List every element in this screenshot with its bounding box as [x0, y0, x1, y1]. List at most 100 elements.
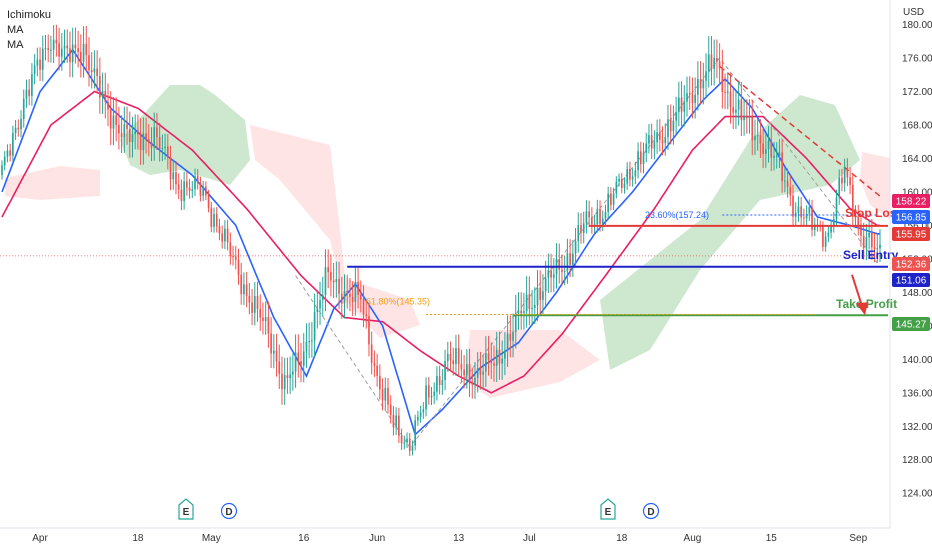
candle	[411, 445, 414, 451]
candle	[607, 193, 610, 213]
candle	[134, 131, 137, 135]
candle	[678, 97, 680, 113]
candle	[650, 135, 653, 149]
candle	[843, 168, 846, 184]
candle	[879, 244, 881, 249]
candle	[610, 193, 612, 205]
dividend-marker[interactable]	[220, 502, 238, 520]
candle	[74, 44, 77, 49]
candle	[756, 135, 759, 137]
candle	[93, 68, 96, 73]
candle	[868, 232, 870, 238]
candle	[697, 78, 699, 95]
candle	[822, 226, 824, 247]
candle	[800, 206, 803, 218]
candle	[561, 269, 563, 272]
candle	[729, 91, 732, 108]
candle	[612, 193, 615, 205]
candle	[585, 211, 588, 224]
earnings-marker[interactable]	[600, 498, 616, 520]
candle	[147, 139, 150, 143]
legend-ma-1[interactable]: MA	[7, 24, 24, 36]
candle	[838, 177, 841, 198]
cloud-patch	[120, 85, 250, 185]
price-badge	[892, 317, 930, 331]
candle	[566, 253, 569, 271]
candle	[354, 281, 357, 302]
candle	[88, 55, 90, 71]
legend-ma-2[interactable]: MA	[7, 39, 24, 51]
candle	[316, 308, 319, 313]
candle	[395, 415, 397, 428]
candle	[871, 232, 873, 248]
candle	[645, 143, 648, 153]
candle	[550, 270, 552, 278]
candle	[381, 389, 384, 401]
candle	[672, 120, 675, 132]
candle	[835, 197, 838, 220]
x-tick-label: Jun	[369, 533, 385, 544]
legend-ichimoku[interactable]: Ichimoku	[7, 9, 51, 21]
indicator-legend[interactable]: Ichimoku MA MA	[7, 9, 51, 51]
candle	[123, 124, 126, 137]
candle	[512, 331, 514, 341]
candle	[199, 183, 202, 196]
candle	[99, 75, 101, 98]
candle	[675, 112, 677, 121]
x-axis: Apr 18 May 16 Jun 13 Jul 18 Aug 15 Sep	[0, 527, 890, 544]
candle	[207, 195, 210, 208]
candle	[321, 294, 324, 301]
candle	[340, 293, 343, 304]
candle	[131, 134, 134, 143]
y-tick-label: 168.00	[902, 120, 932, 131]
candle	[601, 218, 604, 224]
earnings-marker[interactable]	[178, 498, 194, 520]
candle	[789, 186, 792, 196]
candle	[482, 371, 484, 375]
y-tick-label: 128.00	[902, 455, 932, 466]
candle	[71, 44, 74, 63]
candle	[308, 341, 310, 343]
candle	[849, 177, 851, 185]
candle	[82, 43, 85, 62]
candle	[248, 295, 251, 303]
candle	[69, 48, 71, 63]
candle	[115, 115, 118, 125]
candle	[520, 310, 523, 314]
candle	[66, 45, 69, 49]
candle	[661, 139, 664, 144]
candle	[137, 131, 139, 135]
candle	[3, 156, 6, 166]
candle	[509, 333, 512, 341]
candle	[240, 274, 243, 295]
x-tick-label: 16	[298, 533, 310, 544]
candle	[58, 43, 60, 57]
candle	[618, 178, 620, 182]
candle	[433, 391, 436, 396]
candle	[667, 119, 669, 138]
candle	[267, 317, 270, 334]
candle	[754, 135, 756, 141]
candle	[281, 373, 283, 390]
candle	[120, 133, 123, 137]
candle	[39, 59, 41, 70]
candle	[31, 74, 33, 96]
candle	[468, 364, 471, 384]
candle	[186, 181, 188, 188]
candle	[832, 219, 835, 227]
candle	[446, 353, 449, 362]
candle	[694, 94, 696, 103]
price-badge-value: 158.22	[896, 197, 927, 208]
candle	[604, 212, 607, 219]
candle	[305, 341, 308, 352]
price-badge	[892, 194, 930, 208]
candle	[194, 176, 196, 190]
candle	[658, 132, 661, 140]
candle	[476, 368, 479, 378]
dividend-marker[interactable]	[642, 502, 660, 520]
price-badge-value: 155.95	[896, 230, 927, 241]
event-marker-label: E	[605, 507, 612, 518]
candle	[623, 183, 626, 188]
